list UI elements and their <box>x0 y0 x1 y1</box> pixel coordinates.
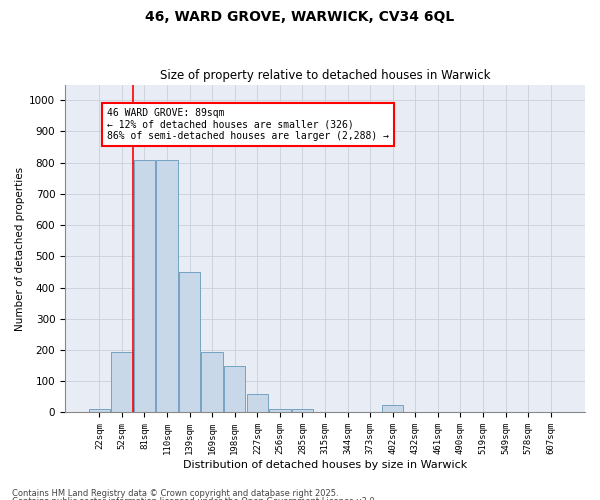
Y-axis label: Number of detached properties: Number of detached properties <box>15 166 25 330</box>
Bar <box>382 404 403 412</box>
Bar <box>202 352 223 412</box>
Bar <box>247 394 268 412</box>
Bar <box>292 410 313 412</box>
Title: Size of property relative to detached houses in Warwick: Size of property relative to detached ho… <box>160 69 490 82</box>
Bar <box>89 410 110 412</box>
Bar <box>179 272 200 412</box>
Text: 46, WARD GROVE, WARWICK, CV34 6QL: 46, WARD GROVE, WARWICK, CV34 6QL <box>145 10 455 24</box>
Bar <box>111 352 133 412</box>
Bar <box>157 160 178 412</box>
Bar <box>269 410 290 412</box>
Text: Contains public sector information licensed under the Open Government Licence v3: Contains public sector information licen… <box>12 497 377 500</box>
Text: 46 WARD GROVE: 89sqm
← 12% of detached houses are smaller (326)
86% of semi-deta: 46 WARD GROVE: 89sqm ← 12% of detached h… <box>107 108 389 141</box>
Text: Contains HM Land Registry data © Crown copyright and database right 2025.: Contains HM Land Registry data © Crown c… <box>12 488 338 498</box>
Bar <box>224 366 245 412</box>
X-axis label: Distribution of detached houses by size in Warwick: Distribution of detached houses by size … <box>183 460 467 470</box>
Bar <box>134 160 155 412</box>
